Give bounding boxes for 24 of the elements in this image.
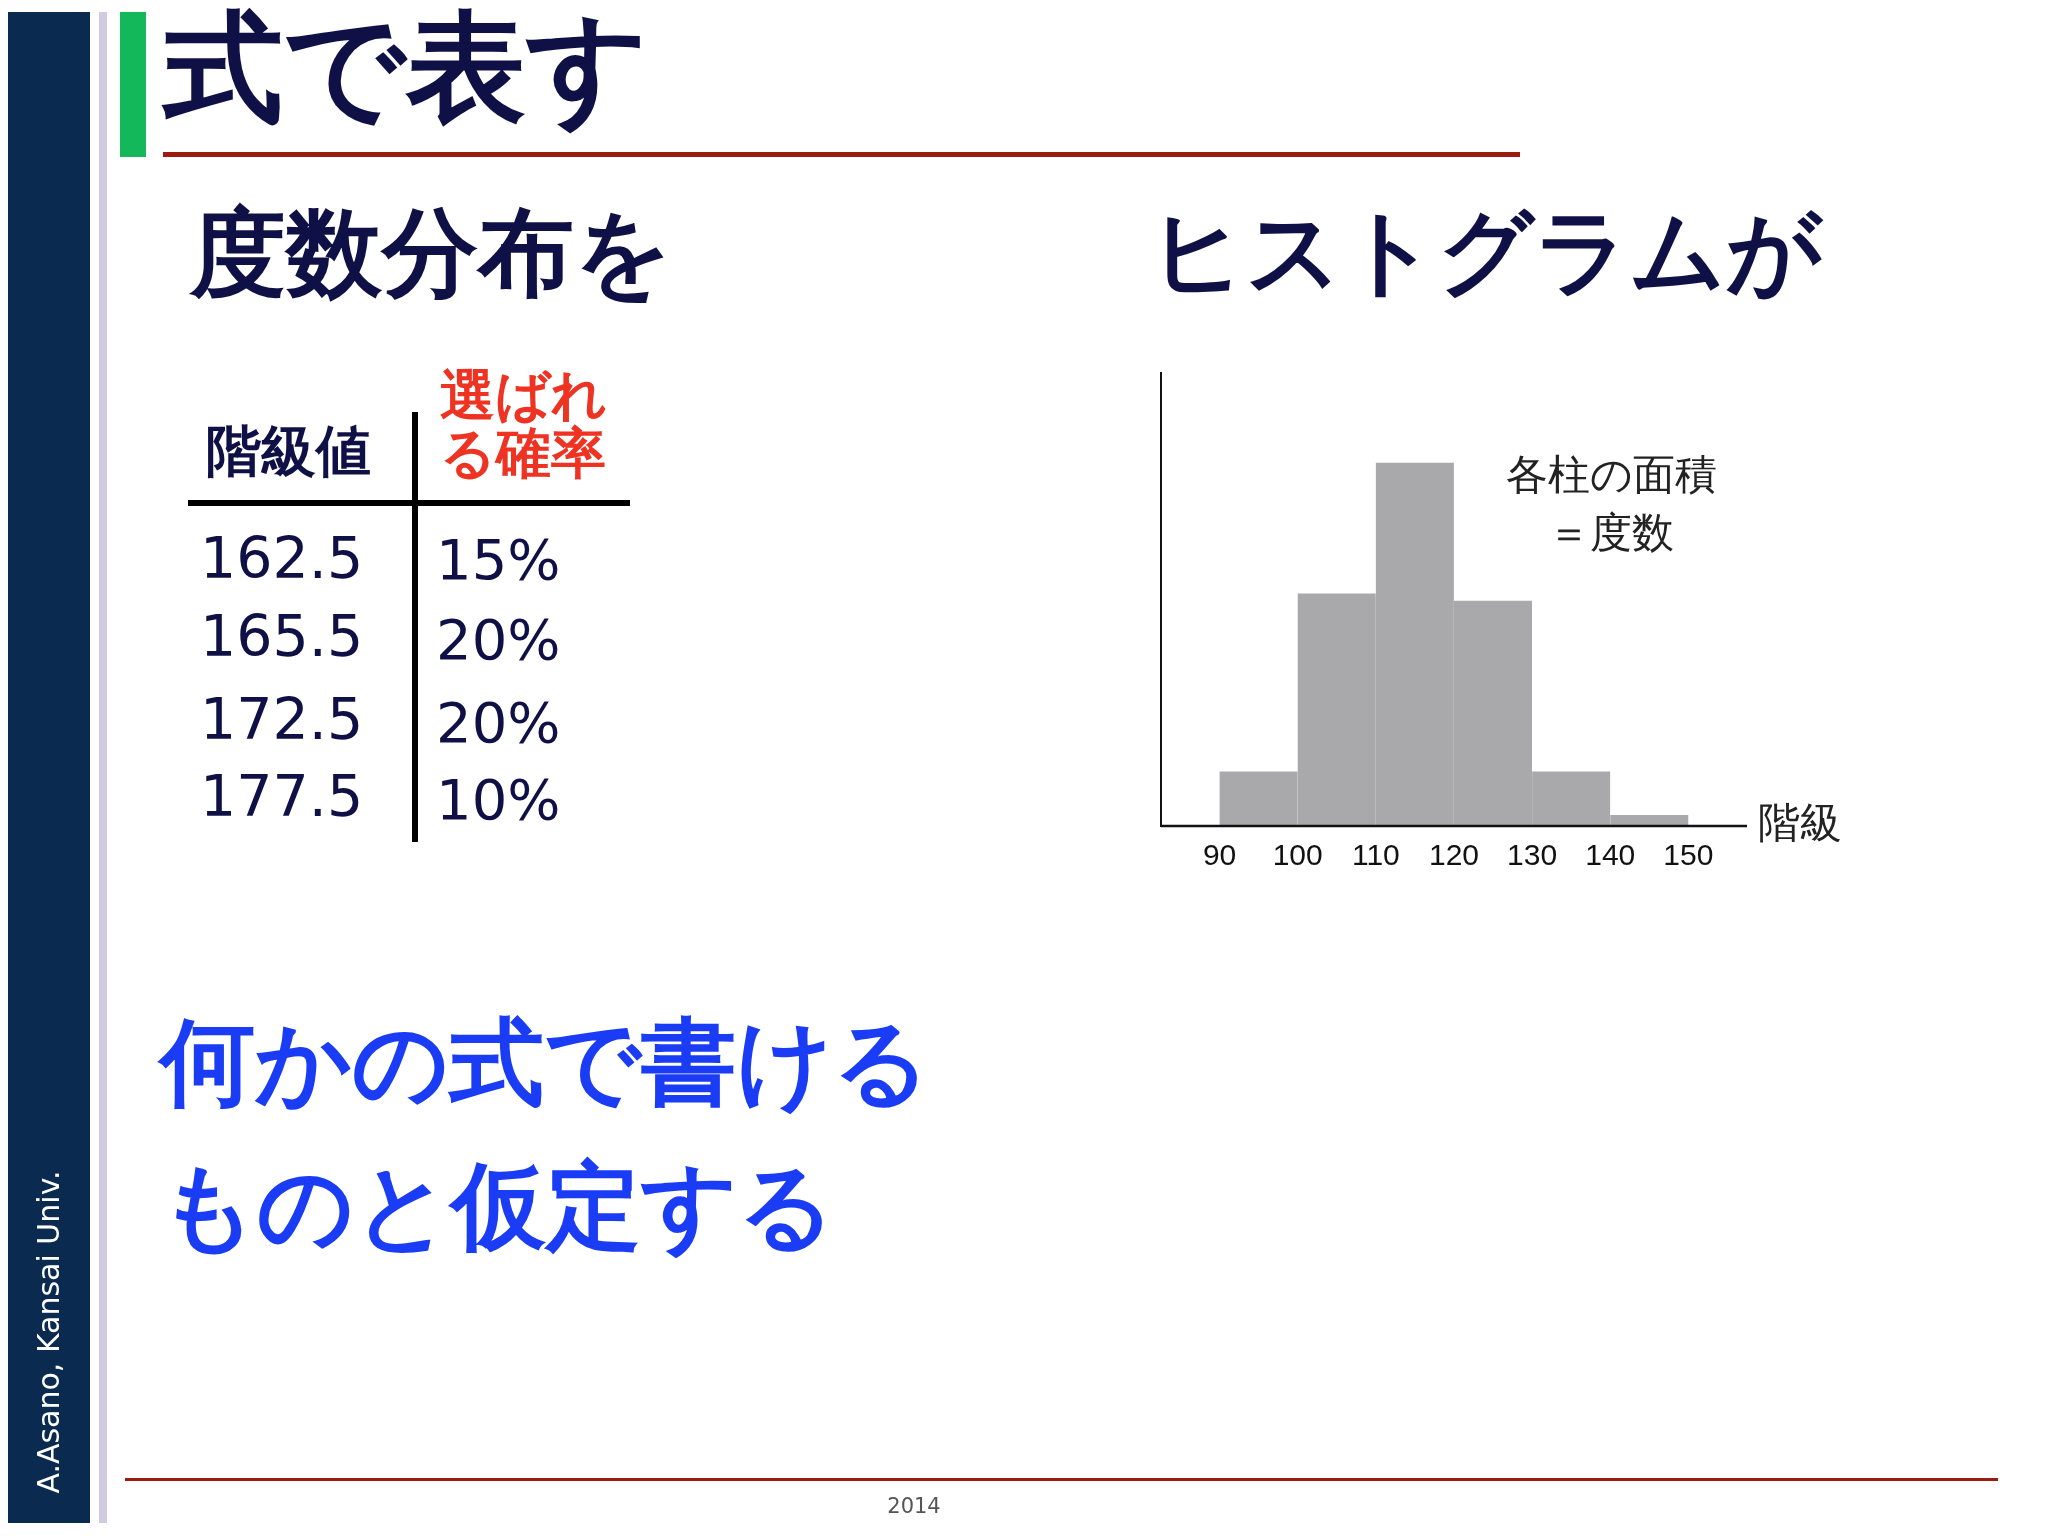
x-tick-label: 100	[1272, 838, 1323, 872]
x-tick-label: 140	[1585, 838, 1636, 872]
text: A.Asano, Kansai Univ.	[31, 1169, 67, 1496]
text: ヒストグラムが	[1150, 196, 1822, 308]
x-tick-label: 120	[1428, 838, 1480, 872]
text: 階級値	[206, 418, 371, 484]
x-tick-label: 90	[1202, 838, 1237, 872]
chart-title: 式で表す	[163, 0, 649, 137]
text: 172.5	[200, 685, 364, 754]
text: 選ばれる確率	[440, 363, 608, 485]
text: 177.5	[200, 762, 364, 831]
x-tick-label: 110	[1351, 838, 1400, 872]
text: 度数分布を	[190, 196, 672, 311]
x-tick-label: 130	[1507, 838, 1558, 872]
text: 10%	[436, 766, 561, 834]
text: 20%	[436, 689, 561, 757]
text: 162.5	[200, 524, 364, 593]
text: 20%	[436, 606, 561, 674]
annotation: 各柱の面積＝度数	[1504, 449, 1718, 559]
x-axis-title: 階級	[1758, 798, 1842, 849]
text: 15%	[436, 526, 561, 594]
text: 2014	[886, 1494, 942, 1520]
text: 165.5	[200, 602, 364, 671]
x-tick-label: 150	[1663, 838, 1714, 872]
